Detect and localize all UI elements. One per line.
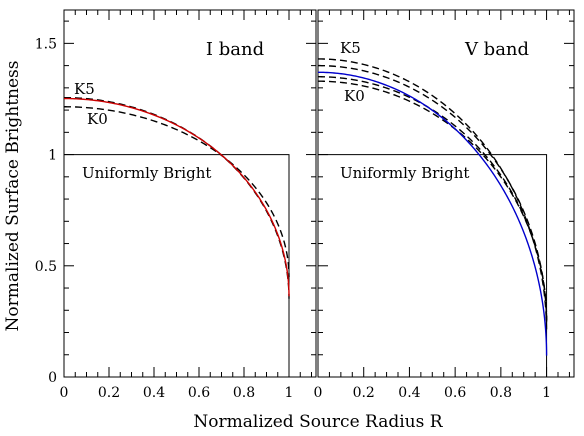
i-band-y-tick-label: 0 xyxy=(48,370,57,386)
i-band-x-tick-label: 0 xyxy=(60,385,69,401)
i-band-x-tick-label: 0.8 xyxy=(233,385,255,401)
v-band-uniformly-bright-label: Uniformly Bright xyxy=(340,164,469,182)
v-band-title: V band xyxy=(464,39,529,60)
i-band-panel: 0 0.2 0.4 0.6 0.8 1 0 0.5 1 1.5 I band K5 K0 Uniforml… xyxy=(35,9,317,401)
v-band-k0-label: K0 xyxy=(344,87,365,105)
i-band-x-tick-label: 0.6 xyxy=(188,385,210,401)
i-band-title: I band xyxy=(206,39,264,60)
i-band-uniformly-bright-line xyxy=(64,154,290,377)
x-axis-title: Normalized Source Radius R xyxy=(193,412,443,432)
i-band-x-tick-label: 1 xyxy=(285,385,294,401)
y-axis-title: Normalized Surface Brightness xyxy=(3,61,23,332)
v-band-x-tick-label: 0.8 xyxy=(490,385,512,401)
v-band-series-3-line xyxy=(318,76,548,323)
v-band-x-tick-label: 1 xyxy=(542,385,551,401)
i-band-x-tick-label: 0.2 xyxy=(98,385,120,401)
i-band-k0-label: K0 xyxy=(87,110,108,128)
i-band-k5-line xyxy=(64,96,290,299)
v-band-x-tick-label: 0.4 xyxy=(398,385,420,401)
v-band-k0-line xyxy=(318,80,548,321)
v-band-panel: 0 0.2 0.4 0.6 0.8 1 V band K5 K0 Uniformly Bright xyxy=(314,9,575,401)
i-band-plot-frame xyxy=(63,9,317,378)
v-band-k5-label: K5 xyxy=(340,39,361,57)
v-band-series-5-line xyxy=(317,71,548,356)
v-band-x-tick-label: 0.2 xyxy=(353,385,375,401)
i-band-x-tick-label: 0.4 xyxy=(143,385,165,401)
i-band-k5-label: K5 xyxy=(74,80,95,98)
v-band-uniformly-bright-line xyxy=(318,154,548,377)
v-band-series-2-line xyxy=(318,64,548,325)
i-band-uniformly-bright-label: Uniformly Bright xyxy=(82,164,211,182)
v-band-x-tick-label: 0.6 xyxy=(444,385,466,401)
v-band-plot-frame xyxy=(317,9,575,378)
i-band-y-tick-label: 0.5 xyxy=(35,259,57,275)
v-band-x-tick-label: 0 xyxy=(314,385,323,401)
i-band-y-tick-label: 1 xyxy=(48,148,57,164)
i-band-series-3-line xyxy=(63,97,290,297)
i-band-y-tick-label: 1.5 xyxy=(35,36,57,52)
